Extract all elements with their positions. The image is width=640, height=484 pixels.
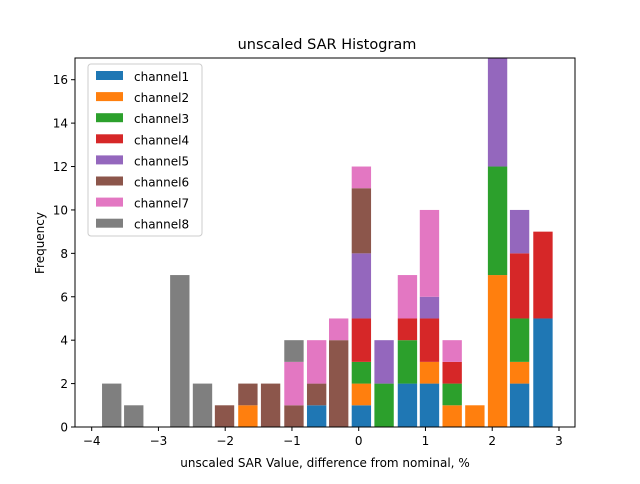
bar-channel5	[419, 296, 440, 319]
bar-channel1	[306, 405, 327, 427]
bar-channel6	[306, 383, 327, 406]
legend-label-channel6: channel6	[134, 176, 189, 190]
bar-channel4	[419, 318, 440, 362]
x-tick-label: 3	[555, 434, 563, 448]
x-tick-label: −2	[216, 434, 234, 448]
bar-channel2	[238, 405, 258, 427]
y-tick-label: 2	[60, 377, 68, 391]
bar-channel6	[260, 383, 281, 427]
bar-channel6	[284, 405, 304, 427]
bar-channel3	[397, 340, 418, 384]
bar-channel8	[192, 383, 213, 427]
legend-box	[87, 63, 203, 237]
bar-channel3	[487, 166, 508, 276]
legend-label-channel8: channel8	[134, 218, 189, 232]
bar-channel7	[306, 340, 327, 384]
bar-channel2	[487, 275, 508, 427]
legend-label-channel5: channel5	[134, 154, 189, 168]
y-tick-label: 16	[53, 73, 68, 87]
bar-channel4	[351, 318, 372, 362]
legend-label-channel3: channel3	[134, 112, 189, 126]
bar-channel3	[509, 318, 530, 362]
bar-channel4	[533, 231, 553, 319]
bar-channel8	[124, 405, 144, 427]
y-tick-label: 14	[53, 117, 68, 131]
bar-channel8	[170, 275, 190, 427]
legend-swatch-channel8	[96, 218, 123, 228]
bar-channel5	[509, 209, 530, 254]
axes-frame	[74, 57, 576, 428]
legend: channel1 channel2 channel3 channel4 channel5…	[87, 63, 203, 237]
x-tick-label: −1	[283, 434, 301, 448]
x-tick-label: 0	[355, 434, 363, 448]
bar-channel7	[442, 340, 462, 362]
bar-channel6	[238, 383, 258, 406]
legend-swatch-channel5	[96, 155, 123, 165]
bars-group	[102, 58, 553, 427]
bar-channel3	[374, 383, 394, 427]
bar-channel1	[397, 383, 418, 427]
bar-channel2	[351, 383, 372, 406]
bar-channel4	[397, 318, 418, 341]
bar-channel7	[419, 209, 440, 297]
bar-channel5	[351, 253, 372, 319]
bar-channel6	[329, 340, 349, 427]
y-tick-label: 8	[60, 247, 68, 261]
bar-channel2	[442, 405, 462, 427]
chart-title: unscaled SAR Histogram	[238, 37, 417, 53]
bar-channel8	[102, 383, 122, 427]
bar-channel4	[509, 253, 530, 319]
bar-channel3	[442, 383, 462, 406]
bar-channel8	[284, 340, 304, 362]
bar-channel7	[397, 275, 418, 319]
legend-swatch-channel6	[96, 176, 123, 186]
legend-label-channel1: channel1	[134, 70, 189, 84]
bar-channel5	[487, 58, 508, 167]
bar-channel2	[509, 361, 530, 384]
x-axis: −4 −3 −2 −1 0 1 2 3	[83, 427, 563, 448]
legend-swatch-channel4	[96, 134, 123, 144]
legend-label-channel4: channel4	[134, 133, 189, 147]
bar-channel7	[329, 318, 349, 341]
legend-label-channel7: channel7	[134, 197, 189, 211]
bar-channel2	[419, 361, 440, 384]
bar-channel6	[351, 188, 372, 254]
bar-channel1	[351, 405, 372, 427]
y-axis: 0 2 4 6 8 10 12 14 16	[53, 73, 75, 435]
y-tick-label: 12	[53, 160, 68, 174]
bar-channel1	[509, 383, 530, 427]
bar-channel1	[533, 318, 553, 427]
y-tick-label: 0	[60, 421, 68, 435]
bar-channel7	[284, 361, 304, 406]
x-tick-label: 2	[488, 434, 496, 448]
y-axis-label: Frequency	[33, 212, 47, 274]
bar-channel7	[351, 166, 372, 189]
legend-swatch-channel7	[96, 197, 123, 207]
legend-swatch-channel1	[96, 71, 123, 80]
legend-swatch-channel3	[96, 113, 123, 123]
bar-channel2	[465, 405, 485, 427]
y-tick-label: 6	[60, 290, 68, 304]
bar-channel3	[351, 361, 372, 384]
bar-channel6	[214, 405, 235, 427]
bar-channel1	[419, 383, 440, 427]
legend-label-channel2: channel2	[134, 91, 189, 105]
bar-channel4	[442, 361, 462, 384]
x-tick-label: 1	[422, 434, 430, 448]
x-tick-label: −3	[150, 434, 168, 448]
legend-swatch-channel2	[96, 92, 123, 102]
bar-channel5	[374, 340, 394, 384]
x-tick-label: −4	[83, 434, 101, 448]
x-axis-label: unscaled SAR Value, difference from nomi…	[180, 456, 469, 470]
y-tick-label: 10	[53, 203, 68, 217]
y-tick-label: 4	[60, 334, 68, 348]
